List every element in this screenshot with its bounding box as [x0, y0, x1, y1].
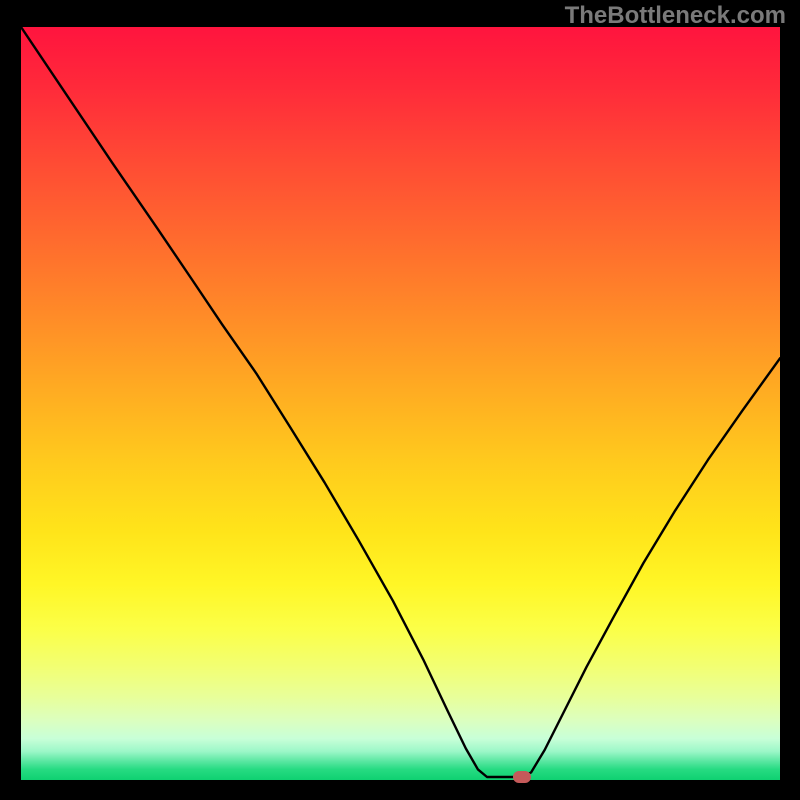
plot-svg [21, 27, 780, 780]
optimum-marker [513, 771, 531, 783]
watermark-text: TheBottleneck.com [565, 2, 786, 30]
chart-canvas: TheBottleneck.com [0, 0, 800, 800]
gradient-background [21, 27, 780, 780]
plot-area [21, 27, 780, 780]
